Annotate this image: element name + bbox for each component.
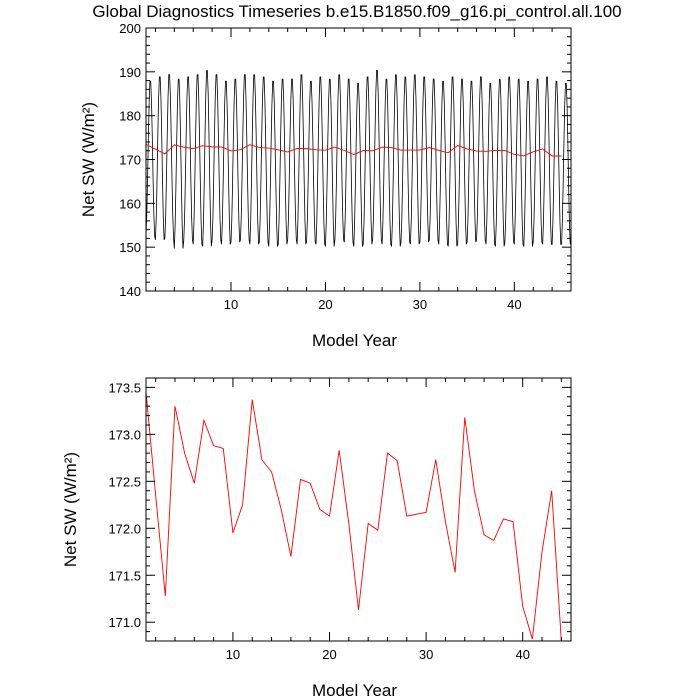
x-tick-label: 40 xyxy=(507,297,521,312)
series-line-2 xyxy=(146,143,562,157)
y-tick-label: 173.0 xyxy=(108,427,141,442)
y-axis-label: Net SW (W/m²) xyxy=(61,452,80,567)
y-tick-label: 172.0 xyxy=(108,521,141,536)
series-line-1 xyxy=(146,69,571,249)
panel-1: 10 20 30 40 140 150 160 170 180 190 200 Model Year N… xyxy=(79,21,572,350)
x-tick-label: 30 xyxy=(419,647,433,662)
x-tick-label: 10 xyxy=(226,647,240,662)
y-tick-label: 140 xyxy=(119,284,141,299)
x-tick-label: 20 xyxy=(322,647,336,662)
y-tick-label: 150 xyxy=(119,240,141,255)
y-tick-label: 172.5 xyxy=(108,474,141,489)
plot-frame xyxy=(145,377,572,642)
x-axis-label: Model Year xyxy=(312,681,397,700)
chart-title: Global Diagnostics Timeseries b.e15.B185… xyxy=(92,2,621,21)
x-tick-label: 20 xyxy=(318,297,332,312)
y-tick-label: 160 xyxy=(119,196,141,211)
x-tick-label: 40 xyxy=(515,647,529,662)
x-tick-label: 30 xyxy=(413,297,427,312)
series-line-1 xyxy=(146,392,571,641)
y-tick-label: 171.0 xyxy=(108,615,141,630)
y-tick-label: 173.5 xyxy=(108,380,141,395)
y-tick-label: 200 xyxy=(119,21,141,36)
y-axis-label: Net SW (W/m²) xyxy=(79,102,98,217)
y-tick-label: 171.5 xyxy=(108,568,141,583)
y-tick-label: 170 xyxy=(119,153,141,168)
y-tick-label: 190 xyxy=(119,65,141,80)
x-axis-label: Model Year xyxy=(312,331,397,350)
panel-2: 10 20 30 40 171.0 171.5 172.0 172.5 173.0 173.5 Mo… xyxy=(61,377,572,700)
x-tick-label: 10 xyxy=(224,297,238,312)
y-tick-label: 180 xyxy=(119,109,141,124)
